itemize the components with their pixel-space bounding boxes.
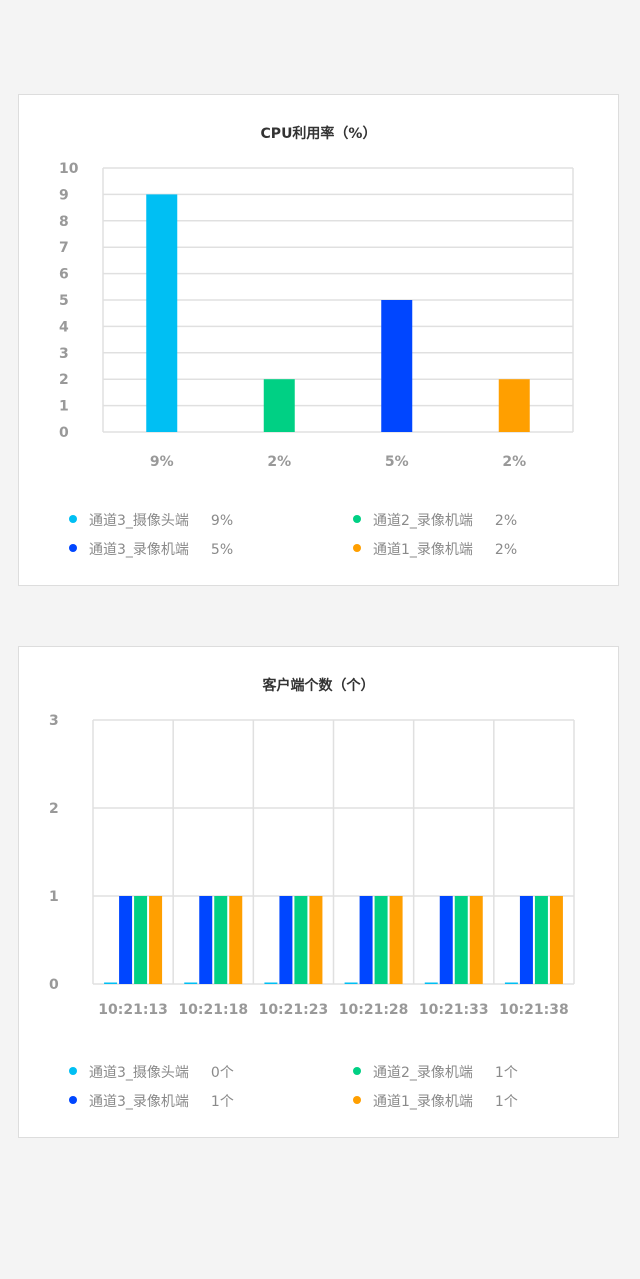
cpu-chart-card: CPU利用率（%） 0 1 2 3 4 5 6 7 8 9 10 9% 2% 5% 2% 通道3_摄像头端 9… (18, 94, 619, 586)
y-tick-label: 1 (49, 889, 59, 905)
bar (184, 982, 198, 984)
bar (134, 896, 148, 984)
bar (381, 300, 413, 432)
legend-item: 通道1_录像机端 2% (353, 540, 517, 560)
x-tick-label: 10:21:38 (499, 1002, 569, 1018)
y-tick-label: 1 (59, 399, 69, 415)
bar (214, 896, 228, 984)
bar (263, 379, 295, 432)
bar (309, 896, 323, 984)
y-tick-label: 9 (59, 187, 69, 203)
y-tick-label: 10 (59, 161, 79, 177)
legend-marker (69, 1096, 77, 1104)
legend-marker (353, 515, 361, 523)
bar (549, 896, 563, 984)
y-tick-label: 6 (59, 267, 69, 283)
x-tick-label: 10:21:18 (178, 1002, 248, 1018)
y-tick-label: 5 (59, 293, 69, 309)
y-tick-label: 4 (59, 319, 69, 335)
legend-label: 通道2_录像机端 (373, 1065, 473, 1081)
legend-label: 通道1_录像机端 (373, 542, 473, 558)
legend-label: 通道2_录像机端 (373, 513, 473, 529)
legend-marker (69, 1067, 77, 1075)
legend-value: 1个 (494, 1065, 518, 1081)
x-tick-label: 5% (385, 454, 409, 470)
x-tick-label: 10:21:33 (419, 1002, 489, 1018)
bar (229, 896, 243, 984)
bar (104, 982, 118, 984)
bar (469, 896, 483, 984)
y-tick-label: 0 (59, 425, 69, 441)
y-tick-label: 2 (59, 372, 69, 388)
legend-marker (353, 1067, 361, 1075)
y-tick-label: 8 (59, 214, 69, 230)
client-bar-chart: 0 1 2 3 10:21:13 10:21:18 10:21:23 10:21:28 10:2… (49, 713, 575, 1018)
bar (279, 896, 293, 984)
x-tick-label: 2% (502, 454, 526, 470)
legend-item: 通道2_录像机端 1个 (353, 1063, 518, 1083)
bar (294, 896, 308, 984)
legend-item: 通道2_录像机端 2% (353, 511, 517, 531)
legend-value: 1个 (494, 1094, 518, 1110)
x-tick-label: 10:21:13 (98, 1002, 168, 1018)
x-tick-label: 2% (267, 454, 291, 470)
legend-value: 2% (494, 542, 518, 558)
y-tick-label: 2 (49, 801, 59, 817)
legend-value: 2% (494, 513, 518, 529)
bar (264, 982, 278, 984)
cpu-bar-chart: 0 1 2 3 4 5 6 7 8 9 10 9% 2% 5% 2% (59, 161, 574, 470)
legend-value: 5% (210, 542, 234, 558)
legend-value: 1个 (210, 1094, 234, 1110)
legend-value: 9% (210, 513, 234, 529)
y-tick-label: 0 (49, 977, 59, 993)
bar (344, 982, 358, 984)
legend-label: 通道3_摄像头端 (89, 513, 189, 529)
legend-marker (353, 544, 361, 552)
legend-item: 通道1_录像机端 1个 (353, 1092, 518, 1112)
client-chart-card: 客户端个数（个） 0 1 2 3 10:21:13 10:21:18 10:21:23 10:… (18, 646, 619, 1138)
legend-value: 0个 (210, 1065, 234, 1081)
legend-item: 通道3_摄像头端 0个 (69, 1063, 234, 1083)
y-tick-label: 3 (49, 713, 59, 729)
bar (534, 896, 548, 984)
y-tick-label: 7 (59, 240, 69, 256)
legend-marker (69, 544, 77, 552)
x-tick-label: 10:21:28 (339, 1002, 409, 1018)
bar (199, 896, 213, 984)
bar (359, 896, 373, 984)
legend-marker (353, 1096, 361, 1104)
y-tick-label: 3 (59, 346, 69, 362)
x-tick-label: 9% (150, 454, 174, 470)
legend-label: 通道1_录像机端 (373, 1094, 473, 1110)
chart-title: CPU利用率（%） (260, 126, 377, 142)
legend-marker (69, 515, 77, 523)
x-tick-label: 10:21:23 (259, 1002, 329, 1018)
legend-item: 通道3_录像机端 5% (69, 540, 233, 560)
bar (389, 896, 403, 984)
legend-item: 通道3_摄像头端 9% (69, 511, 233, 531)
bar (119, 896, 133, 984)
bar (504, 982, 518, 984)
bar (424, 982, 438, 984)
chart-title: 客户端个数（个） (262, 678, 375, 694)
bar (374, 896, 388, 984)
bar (149, 896, 163, 984)
bar (439, 896, 453, 984)
legend-label: 通道3_摄像头端 (89, 1065, 189, 1081)
bar (454, 896, 468, 984)
legend-item: 通道3_录像机端 1个 (69, 1092, 234, 1112)
legend-label: 通道3_录像机端 (89, 542, 189, 558)
legend-label: 通道3_录像机端 (89, 1094, 189, 1110)
bar (146, 194, 178, 432)
bar (519, 896, 533, 984)
bar (498, 379, 530, 432)
